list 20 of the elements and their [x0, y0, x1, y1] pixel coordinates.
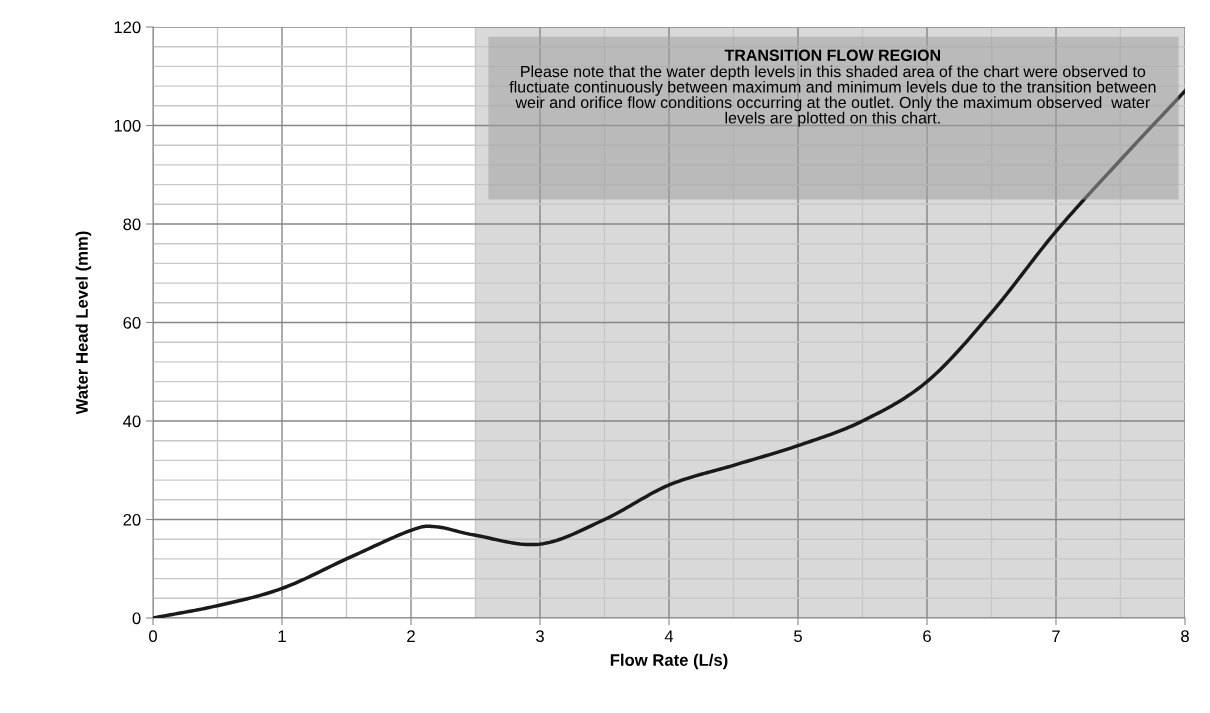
y-tick-label: 20 [123, 513, 141, 526]
annotation: Please note that the water depth levels in this shaded area of the chart were observed to fluctuate continuously between maximum and minimum levels due to the transition between weir and orifice flow conditions occurring at the outlet. Only the maximum observed water levels are plotted on this chart. [509, 65, 1156, 127]
x-tick-label: 8 [1181, 630, 1189, 643]
x-axis-title: Flow Rate (L/s) [610, 653, 728, 670]
y-axis-title: Water Head Level (mm) [75, 231, 92, 415]
x-tick-label: 4 [664, 630, 674, 642]
x-tick-label: 6 [923, 630, 931, 643]
x-tick-label: 1 [278, 630, 286, 642]
x-tick-label: 2 [407, 630, 415, 642]
annotation: TRANSITION FLOW REGION [724, 49, 941, 61]
y-tick-label: 100 [114, 119, 141, 132]
x-tick-label: 5 [794, 630, 802, 643]
y-tick-label: 120 [114, 21, 141, 34]
y-tick-label: 60 [123, 316, 141, 329]
y-tick-label: 0 [132, 612, 141, 625]
x-tick-label: 7 [1052, 630, 1060, 642]
x-tick-label: 3 [536, 630, 544, 643]
y-tick-label: 40 [123, 415, 141, 428]
x-tick-label: 0 [149, 630, 157, 643]
y-tick-label: 80 [123, 218, 141, 231]
